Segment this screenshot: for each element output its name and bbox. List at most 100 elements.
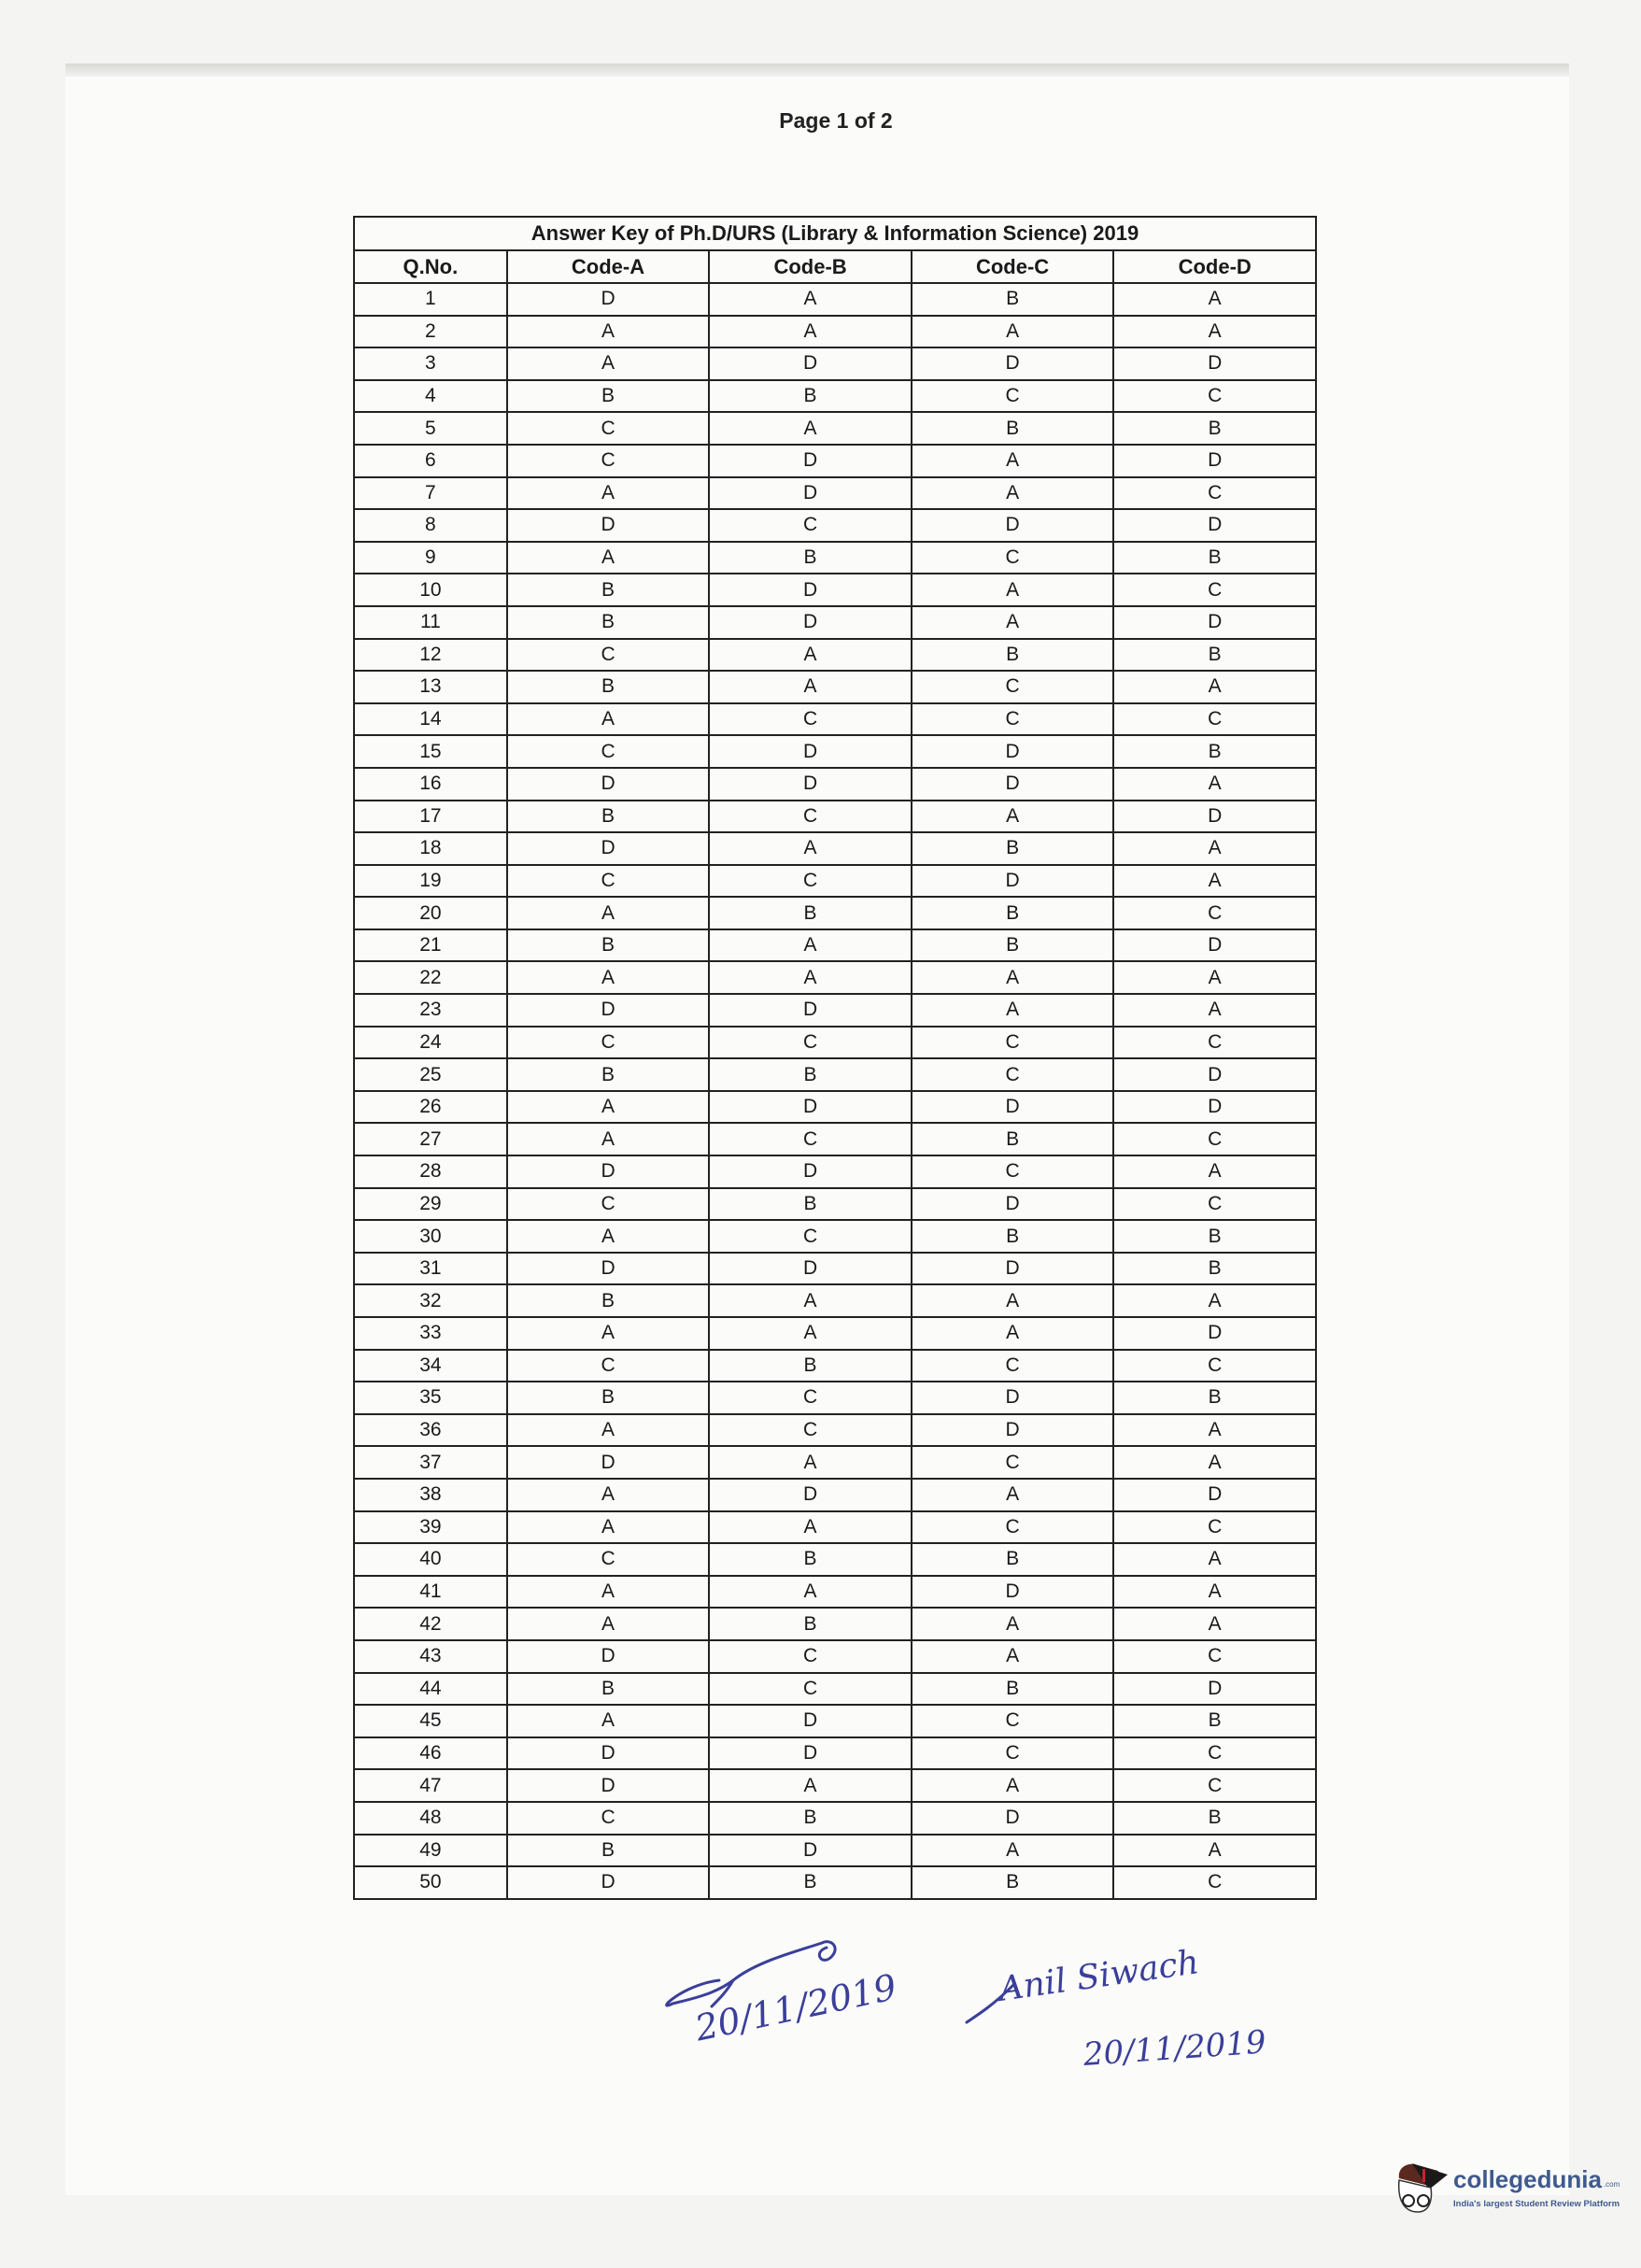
answer-cell: C <box>505 734 711 769</box>
answer-cell: A <box>505 1574 711 1609</box>
answer-cell: A <box>505 1412 711 1448</box>
question-number-cell: 29 <box>353 1186 508 1222</box>
answer-cell: A <box>505 1704 711 1738</box>
question-number-cell: 17 <box>353 799 508 834</box>
answer-cell: A <box>1112 282 1317 317</box>
question-number-cell: 20 <box>353 896 508 930</box>
answer-cell: B <box>910 928 1115 963</box>
answer-cell: A <box>1112 1833 1317 1868</box>
answer-cell: D <box>505 1638 711 1674</box>
table-row: 24 C C C C <box>353 1025 1317 1060</box>
answer-cell: D <box>505 1251 711 1286</box>
answer-cell: D <box>1112 1057 1317 1092</box>
answer-cell: C <box>708 1122 912 1157</box>
answer-cell: D <box>910 1574 1115 1609</box>
answer-cell: B <box>505 928 711 963</box>
table-row: 42 A B A A <box>353 1607 1317 1641</box>
collegedunia-watermark: collegedunia .com India's largest Studen… <box>1392 2158 1625 2223</box>
answer-cell: D <box>708 573 912 607</box>
scan-edge <box>65 64 1569 77</box>
answer-cell: D <box>910 1251 1115 1286</box>
answer-cell: B <box>1112 1219 1317 1254</box>
table-row: 12 C A B B <box>353 637 1317 673</box>
question-number-cell: 43 <box>353 1638 508 1674</box>
table-row: 36 A C D A <box>353 1412 1317 1448</box>
answer-cell: A <box>910 993 1115 1028</box>
answer-cell: A <box>708 1283 912 1318</box>
brand-tagline: India's largest Student Review Platform <box>1453 2199 1620 2209</box>
answer-cell: D <box>910 766 1115 801</box>
answer-cell: B <box>505 604 711 640</box>
question-number-cell: 38 <box>353 1477 508 1512</box>
answer-cell: D <box>1112 1477 1317 1512</box>
question-number-cell: 40 <box>353 1542 508 1577</box>
answer-cell: B <box>910 411 1115 446</box>
table-title: Answer Key of Ph.D/URS (Library & Inform… <box>353 216 1317 251</box>
answer-cell: D <box>910 1381 1115 1415</box>
table-row: 35 B C D B <box>353 1381 1317 1415</box>
answer-cell: C <box>910 1510 1115 1545</box>
signature-2-stroke <box>965 1983 1015 2024</box>
answer-cell: B <box>708 1186 912 1222</box>
question-number-cell: 34 <box>353 1348 508 1383</box>
answer-cell: D <box>505 1865 711 1900</box>
answer-cell: C <box>708 1219 912 1254</box>
answer-cell: B <box>708 1607 912 1641</box>
answer-cell: D <box>910 1412 1115 1448</box>
column-header: Code-A <box>505 249 711 284</box>
question-number-cell: 1 <box>353 282 508 317</box>
question-number-cell: 2 <box>353 314 508 349</box>
question-number-cell: 35 <box>353 1381 508 1415</box>
answer-cell: A <box>1112 1574 1317 1609</box>
answer-cell: C <box>910 1348 1115 1383</box>
question-number-cell: 47 <box>353 1768 508 1803</box>
answer-cell: C <box>708 702 912 737</box>
question-number-cell: 14 <box>353 702 508 737</box>
answer-cell: C <box>708 1671 912 1707</box>
answer-cell: A <box>910 1477 1115 1512</box>
answer-cell: D <box>505 508 711 543</box>
header-row: Q.No. Code-A Code-B Code-C Code-D <box>353 249 1317 284</box>
table-row: 11 B D A D <box>353 604 1317 640</box>
answer-cell: B <box>505 1381 711 1415</box>
table-row: 31 D D D B <box>353 1251 1317 1286</box>
table-row: 33 A A A D <box>353 1316 1317 1351</box>
answer-cell: C <box>708 1412 912 1448</box>
answer-cell: D <box>708 1089 912 1125</box>
answer-cell: C <box>1112 702 1317 737</box>
answer-cell: A <box>910 1833 1115 1868</box>
answer-cell: A <box>910 314 1115 349</box>
table-row: 40 C B B A <box>353 1542 1317 1577</box>
answer-cell: D <box>1112 443 1317 478</box>
table-row: 32 B A A A <box>353 1283 1317 1318</box>
mascot-logo-icon <box>1397 2163 1448 2213</box>
answer-cell: A <box>505 896 711 930</box>
answer-cell: A <box>505 1219 711 1254</box>
question-number-cell: 45 <box>353 1704 508 1738</box>
answer-cell: A <box>708 670 912 704</box>
table-row: 19 C C D A <box>353 863 1317 899</box>
answer-cell: C <box>505 411 711 446</box>
answer-cell: B <box>505 670 711 704</box>
question-number-cell: 49 <box>353 1833 508 1868</box>
answer-cell: A <box>708 831 912 866</box>
answer-cell: A <box>910 1316 1115 1351</box>
table-row: 48 C B D B <box>353 1800 1317 1836</box>
answer-cell: B <box>505 1671 711 1707</box>
answer-cell: D <box>708 1833 912 1868</box>
answer-cell: B <box>708 1865 912 1900</box>
question-number-cell: 37 <box>353 1445 508 1480</box>
answer-cell: A <box>708 960 912 996</box>
answer-cell: C <box>505 863 711 899</box>
answer-cell: A <box>910 1638 1115 1674</box>
answer-cell: B <box>1112 637 1317 673</box>
answer-cell: D <box>708 1736 912 1771</box>
answer-cell: A <box>1112 1412 1317 1448</box>
column-header: Code-C <box>910 249 1115 284</box>
answer-cell: C <box>1112 1768 1317 1803</box>
answer-cell: C <box>505 443 711 478</box>
